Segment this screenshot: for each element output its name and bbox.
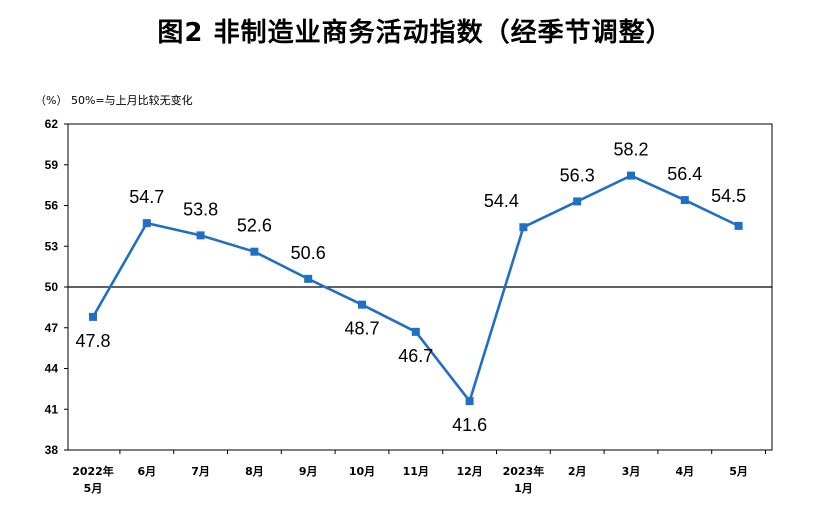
x-tick-label: 5月: [729, 465, 748, 478]
data-label: 54.4: [484, 191, 519, 211]
x-tick-label: 9月: [299, 465, 318, 478]
y-tick-label: 56: [45, 199, 59, 213]
data-label: 56.3: [560, 165, 595, 185]
x-tick-label: 12月: [456, 465, 482, 478]
data-label: 58.2: [613, 140, 648, 160]
data-label: 53.8: [183, 199, 218, 219]
data-point: [250, 247, 259, 256]
data-label: 56.4: [667, 164, 702, 184]
data-label: 54.5: [711, 186, 746, 206]
data-label: 54.7: [129, 187, 164, 207]
x-tick-label: 5月: [84, 482, 103, 495]
x-tick-label: 6月: [137, 465, 156, 478]
x-tick-label: 10月: [349, 465, 375, 478]
y-tick-label: 41: [45, 402, 59, 416]
x-tick-label: 2022年: [72, 464, 114, 478]
data-point: [627, 171, 635, 180]
data-point: [196, 231, 205, 240]
y-tick-label: 47: [45, 321, 59, 335]
data-point: [573, 197, 582, 206]
x-tick-label: 11月: [403, 465, 429, 478]
x-tick-label: 1月: [514, 482, 533, 495]
x-tick-label: 2月: [568, 465, 587, 478]
data-label: 50.6: [291, 243, 326, 263]
chart-unit-note: （%） 50%=与上月比较无变化: [35, 94, 193, 107]
data-point: [680, 196, 689, 205]
data-point: [89, 312, 97, 321]
x-tick-label: 3月: [622, 465, 641, 478]
x-tick-label: 8月: [245, 465, 264, 478]
data-label: 41.6: [452, 415, 487, 435]
data-point: [358, 300, 366, 309]
data-point: [411, 327, 420, 336]
data-point: [519, 223, 528, 232]
y-tick-label: 38: [45, 443, 59, 457]
data-label: 52.6: [237, 216, 272, 236]
data-point: [734, 221, 743, 230]
x-tick-label: 7月: [191, 465, 210, 478]
y-tick-label: 53: [45, 239, 59, 253]
data-label: 46.7: [398, 346, 433, 366]
y-tick-label: 59: [45, 158, 59, 172]
data-label: 48.7: [344, 319, 379, 339]
y-tick-label: 62: [45, 117, 59, 131]
y-tick-label: 50: [45, 280, 59, 294]
y-tick-label: 44: [45, 362, 59, 376]
data-point: [142, 219, 151, 228]
data-point: [304, 274, 313, 283]
data-point: [465, 397, 474, 406]
x-tick-label: 2023年: [503, 464, 545, 478]
data-label: 47.8: [75, 331, 110, 351]
chart-title: 图2 非制造业商务活动指数（经季节调整）: [157, 18, 673, 48]
x-tick-label: 4月: [675, 465, 694, 478]
